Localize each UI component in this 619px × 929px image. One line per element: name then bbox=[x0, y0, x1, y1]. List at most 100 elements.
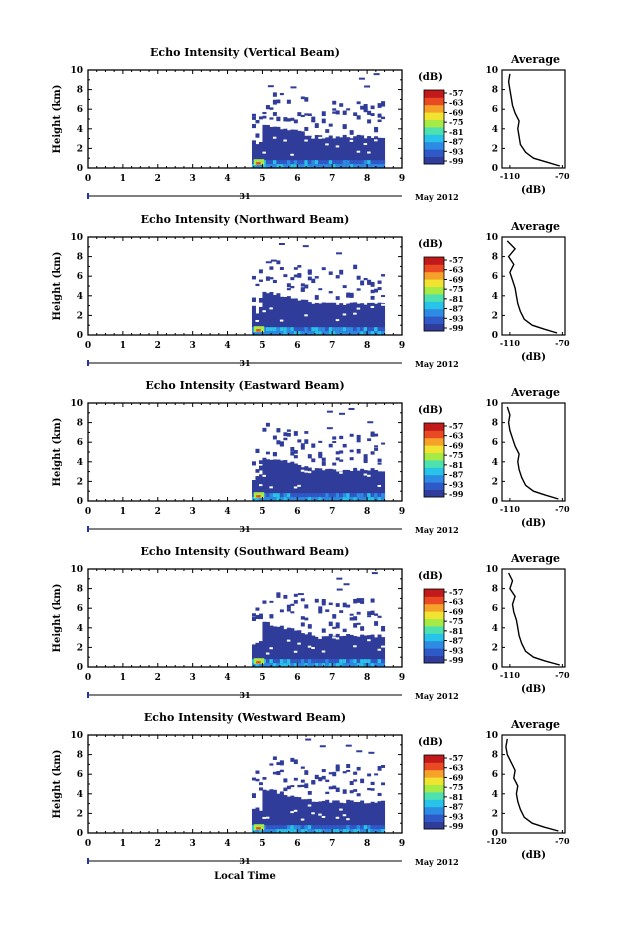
field-cell bbox=[318, 659, 323, 664]
field-cell bbox=[272, 452, 277, 457]
field-cell bbox=[349, 663, 354, 667]
field-cell bbox=[360, 829, 365, 833]
field-cell bbox=[328, 271, 333, 275]
field-cell bbox=[321, 160, 326, 165]
field-cell bbox=[367, 331, 372, 335]
field-cell bbox=[293, 825, 298, 830]
colorbar-segment bbox=[424, 603, 444, 612]
field-gap bbox=[367, 151, 372, 154]
average-x-label: (dB) bbox=[521, 185, 546, 196]
field-cell bbox=[332, 164, 337, 168]
field-cell bbox=[293, 463, 298, 501]
field-cell bbox=[314, 598, 319, 603]
field-cell bbox=[318, 606, 323, 611]
field-cell bbox=[297, 265, 302, 268]
field-cell bbox=[360, 778, 365, 784]
field-cell bbox=[328, 659, 333, 664]
field-cell bbox=[265, 261, 272, 264]
field-cell bbox=[325, 779, 330, 783]
average-y-tick-label: 6 bbox=[492, 604, 498, 614]
field-cell bbox=[269, 277, 274, 280]
field-cell bbox=[304, 439, 309, 444]
colorbar-segment bbox=[424, 633, 444, 642]
field-cell bbox=[290, 164, 295, 168]
field-cell bbox=[363, 497, 368, 501]
field-cell bbox=[272, 825, 277, 830]
field-cell bbox=[256, 827, 261, 830]
field-cell bbox=[279, 160, 284, 165]
field-cell bbox=[293, 431, 298, 436]
field-cell bbox=[325, 468, 330, 501]
colorbar-frame bbox=[423, 588, 445, 664]
field-cell bbox=[279, 164, 284, 168]
field-cell bbox=[367, 825, 372, 830]
colorbar-unit: (dB) bbox=[418, 405, 443, 416]
field-cell bbox=[304, 493, 309, 498]
field-cell bbox=[283, 331, 288, 335]
colorbar-segment bbox=[424, 271, 444, 280]
field-cell bbox=[325, 791, 330, 795]
field-cell bbox=[300, 114, 305, 118]
colorbar-segment bbox=[424, 799, 444, 808]
field-cell bbox=[297, 160, 302, 165]
field-cell bbox=[370, 829, 375, 833]
field-cell bbox=[328, 327, 333, 332]
date-day: 31 bbox=[239, 856, 250, 866]
x-tick-label: 1 bbox=[120, 673, 126, 683]
average-profile-line bbox=[507, 73, 560, 167]
field-cell bbox=[297, 164, 302, 168]
field-cell bbox=[265, 829, 270, 833]
x-tick-label: 5 bbox=[259, 839, 265, 849]
field-gap bbox=[374, 139, 379, 142]
field-cell bbox=[328, 331, 333, 335]
field-cell bbox=[381, 160, 386, 165]
colorbar-segment bbox=[424, 618, 444, 627]
field-cell bbox=[283, 432, 288, 437]
colorbar-tick-label: -57 bbox=[449, 88, 463, 98]
colorbar-segment bbox=[424, 257, 444, 265]
average-x-tick-label: -110 bbox=[500, 504, 520, 514]
field-cell bbox=[307, 659, 312, 664]
colorbar-segment bbox=[424, 611, 444, 619]
field-cell bbox=[332, 100, 337, 105]
field-cell bbox=[276, 663, 281, 667]
colorbar-tick-label: -87 bbox=[449, 137, 463, 147]
field-cell bbox=[367, 803, 372, 833]
field-cell bbox=[360, 598, 365, 601]
field-cell bbox=[286, 825, 291, 830]
colorbar-segment bbox=[424, 286, 444, 295]
field-cell bbox=[381, 663, 386, 667]
field-cell bbox=[293, 274, 298, 278]
field-cell bbox=[269, 789, 274, 833]
field-cell bbox=[311, 659, 316, 664]
colorbar-tick-label: -75 bbox=[449, 284, 463, 294]
field-cell bbox=[349, 613, 354, 616]
field-cell bbox=[290, 160, 295, 165]
field-cell bbox=[377, 615, 382, 618]
field-gap bbox=[353, 312, 358, 315]
field-cell bbox=[293, 119, 298, 124]
field-cell bbox=[367, 119, 372, 124]
field-cell bbox=[297, 659, 302, 664]
field-cell bbox=[374, 433, 379, 437]
average-frame bbox=[501, 236, 566, 336]
field-cell bbox=[342, 825, 347, 830]
y-tick-label: 0 bbox=[77, 829, 83, 839]
field-cell bbox=[374, 637, 379, 667]
field-cell bbox=[328, 663, 333, 667]
x-tick-label: 2 bbox=[155, 839, 161, 849]
field-cell bbox=[360, 825, 365, 830]
x-tick-label: 9 bbox=[399, 673, 405, 683]
field-cell bbox=[262, 829, 267, 833]
field-cell bbox=[272, 435, 277, 440]
field-gap bbox=[321, 815, 326, 818]
field-cell bbox=[377, 766, 382, 771]
field-cell bbox=[318, 801, 323, 833]
field-cell bbox=[321, 628, 326, 633]
average-y-tick-label: 0 bbox=[492, 663, 498, 673]
field-cell bbox=[262, 160, 267, 165]
field-cell bbox=[290, 298, 295, 335]
date-month: May 2012 bbox=[415, 192, 459, 202]
field-cell bbox=[300, 766, 305, 769]
field-cell bbox=[367, 663, 372, 667]
